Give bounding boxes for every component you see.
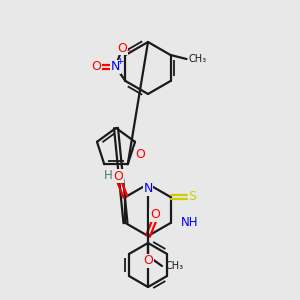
Text: CH₃: CH₃ <box>188 54 207 64</box>
Text: O: O <box>135 148 145 161</box>
Text: O: O <box>113 169 123 182</box>
Text: N: N <box>143 182 153 196</box>
Text: O: O <box>118 41 128 55</box>
Text: S: S <box>188 190 196 203</box>
Text: +: + <box>116 58 123 67</box>
Text: O: O <box>143 254 153 268</box>
Text: O: O <box>92 61 101 74</box>
Text: -: - <box>127 45 130 55</box>
Text: N: N <box>111 61 120 74</box>
Text: H: H <box>104 169 113 182</box>
Text: NH: NH <box>181 217 198 230</box>
Text: CH₃: CH₃ <box>165 261 183 271</box>
Text: O: O <box>150 208 160 221</box>
